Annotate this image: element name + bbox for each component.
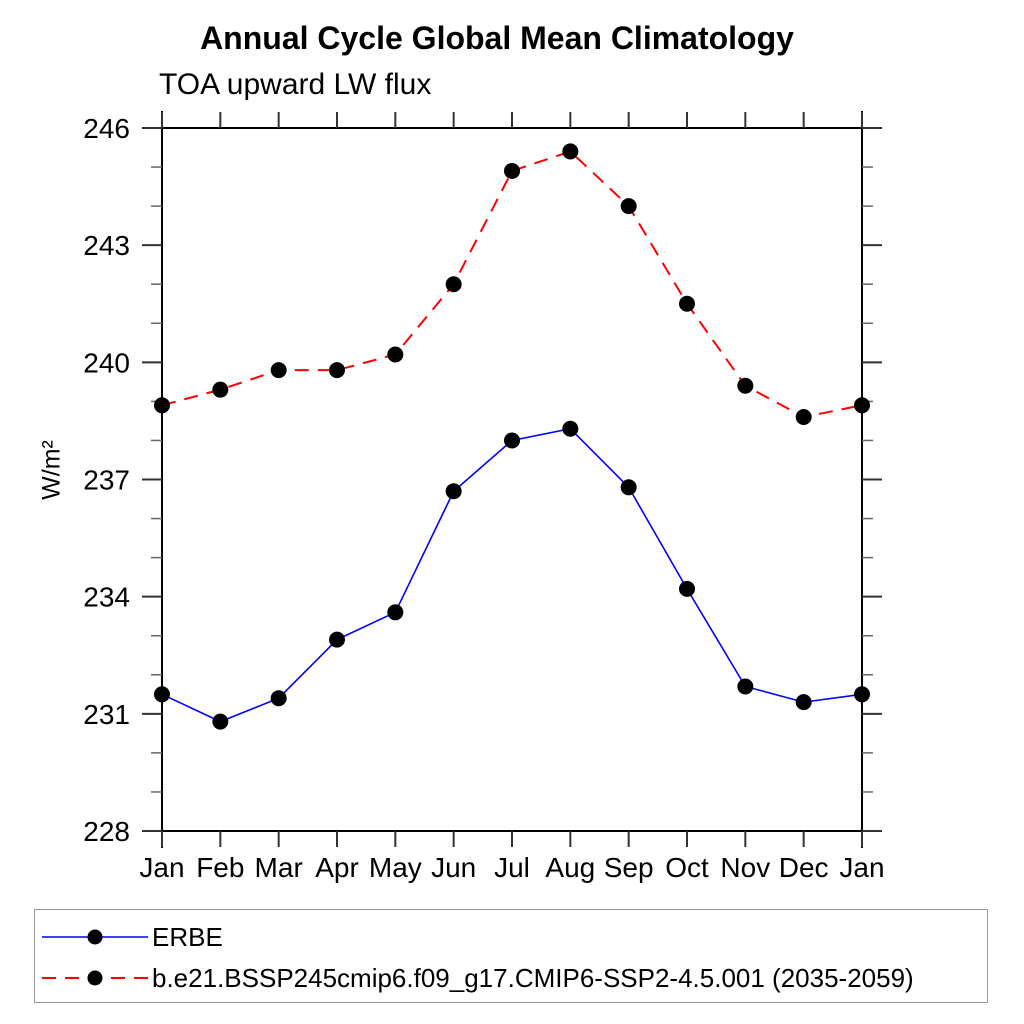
erbe-data-point-marker — [270, 690, 287, 707]
x-axis-tick-label: Feb — [196, 852, 244, 883]
y-axis-tick-label: 234 — [83, 582, 130, 613]
x-axis-tick-label: Apr — [315, 852, 359, 883]
erbe-data-point-marker — [387, 604, 404, 621]
model-data-point-marker — [270, 362, 287, 379]
chart-subtitle: TOA upward LW flux — [159, 68, 432, 101]
y-axis-tick-label: 237 — [83, 465, 130, 496]
x-axis-tick-label: May — [369, 852, 422, 883]
model-line — [161, 150, 863, 419]
model-marker-icon — [87, 970, 103, 986]
x-axis-tick-label: Jul — [494, 852, 530, 883]
x-axis-tick-label: Nov — [720, 852, 770, 883]
x-axis-tick-label: Jun — [431, 852, 476, 883]
legend-label-erbe: ERBE — [152, 922, 223, 952]
model-data-point-marker — [562, 143, 579, 160]
model-data-point-marker — [679, 295, 695, 312]
model-data-point-marker — [445, 276, 462, 293]
erbe-data-point-marker — [737, 678, 754, 695]
x-axis-tick-label: Jan — [139, 852, 184, 883]
erbe-data-point-marker — [620, 479, 637, 496]
chart-title: Annual Cycle Global Mean Climatology — [200, 20, 794, 56]
y-axis-tick-label: 231 — [83, 699, 130, 730]
erbe-marker-icon — [87, 929, 103, 945]
model-data-point-marker — [737, 377, 754, 394]
x-axis-tick-label: Sep — [604, 852, 654, 883]
erbe-data-point-marker — [854, 686, 870, 703]
y-axis-tick-label: 246 — [83, 113, 130, 144]
erbe-data-point-marker — [329, 631, 345, 648]
legend-box: ERBE b.e21.BSSP245cmip6.f09_g17.CMIP6-SS… — [34, 909, 988, 1003]
erbe-data-point-marker — [679, 580, 695, 597]
erbe-data-point-marker — [154, 686, 170, 703]
erbe-line — [161, 427, 863, 723]
erbe-data-point-marker — [562, 420, 579, 437]
model-data-point-marker — [854, 397, 870, 414]
legend-item-erbe: ERBE — [40, 920, 223, 954]
model-data-point-marker — [620, 198, 637, 215]
model-data-point-marker — [504, 162, 520, 179]
y-axis-tick-label: 228 — [83, 816, 130, 847]
x-axis-tick-label: Jan — [839, 852, 884, 883]
legend-item-model: b.e21.BSSP245cmip6.f09_g17.CMIP6-SSP2-4.… — [40, 961, 914, 995]
x-axis-tick-label: Dec — [779, 852, 829, 883]
x-axis-tick-label: Oct — [665, 852, 709, 883]
erbe-data-point-marker — [212, 713, 229, 730]
model-data-point-marker — [387, 346, 404, 363]
erbe-data-point-marker — [504, 432, 520, 449]
erbe-data-point-marker — [445, 483, 462, 500]
model-data-point-marker — [212, 381, 229, 398]
x-axis-tick-label: Aug — [545, 852, 595, 883]
y-axis-tick-label: 243 — [83, 230, 130, 261]
model-data-point-marker — [795, 409, 812, 426]
erbe-swatch — [42, 929, 148, 945]
y-axis-tick-label: 240 — [83, 347, 130, 378]
x-axis-tick-label: Mar — [255, 852, 303, 883]
erbe-data-point-marker — [795, 694, 812, 711]
model-swatch — [42, 970, 148, 986]
model-data-point-marker — [329, 362, 345, 379]
model-data-point-marker — [154, 397, 170, 414]
legend-label-model: b.e21.BSSP245cmip6.f09_g17.CMIP6-SSP2-4.… — [152, 963, 914, 993]
